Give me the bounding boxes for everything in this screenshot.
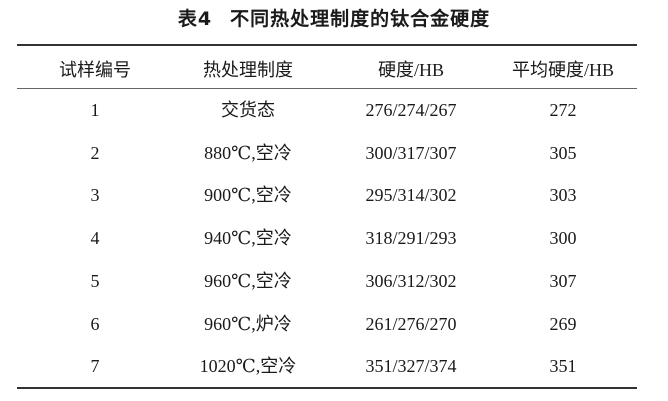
table-row: 1 交货态 276/274/267 272 [17,90,637,130]
table-row: 5 960℃,空冷 306/312/302 307 [17,261,637,301]
table-row: 6 960℃,炉冷 261/276/270 269 [17,304,637,344]
table-cell: 1 [90,100,100,120]
header-rule [17,88,637,89]
table-cell: 272 [549,100,577,120]
table-row: 3 900℃,空冷 295/314/302 303 [17,175,637,215]
table-cell: 交货态 [221,100,275,120]
top-rule [17,44,637,46]
table-cell: 300/317/307 [365,142,457,163]
table-cell: 1020℃,空冷 [199,356,297,377]
table-cell: 269 [549,313,577,334]
table-cell: 306/312/302 [365,270,457,291]
table-cell: 880℃,空冷 [204,142,292,163]
table-title: 表4 不同热处理制度的钛合金硬度 [0,4,668,31]
table-cell: 261/276/270 [365,313,457,334]
table-cell: 295/314/302 [365,185,457,206]
table-cell: 300 [549,228,577,249]
table-cell: 4 [90,228,100,249]
table-cell: 940℃,空冷 [204,228,292,249]
table-cell: 5 [90,270,100,291]
header-cell: 试样编号 [59,60,131,80]
header-cell: 平均硬度/HB [511,60,614,80]
table-cell: 960℃,空冷 [204,270,292,291]
table-cell: 305 [549,142,577,163]
table-cell: 2 [90,142,100,163]
table-cell: 351/327/374 [365,356,457,377]
table-cell: 7 [90,356,100,377]
table-cell: 6 [90,313,100,334]
table-row: 7 1020℃,空冷 351/327/374 351 [17,346,637,386]
bottom-rule [17,387,637,389]
header-cell: 热处理制度 [203,60,293,80]
header-cell: 硬度/HB [377,60,444,80]
table-label: 表4 [177,8,213,30]
table-row: 4 940℃,空冷 318/291/293 300 [17,218,637,258]
table-cell: 307 [549,270,577,291]
table-cell: 960℃,炉冷 [204,313,292,334]
table-cell: 318/291/293 [365,228,457,249]
table-row: 2 880℃,空冷 300/317/307 305 [17,133,637,173]
table-caption: 不同热处理制度的钛合金硬度 [230,8,491,30]
table-header-row: 试样编号 热处理制度 硬度/HB 平均硬度/HB [17,50,637,90]
table-cell: 276/274/267 [365,100,457,120]
table-cell: 303 [549,185,577,206]
table-cell: 3 [90,185,100,206]
table-cell: 900℃,空冷 [204,185,292,206]
table-cell: 351 [549,356,577,377]
